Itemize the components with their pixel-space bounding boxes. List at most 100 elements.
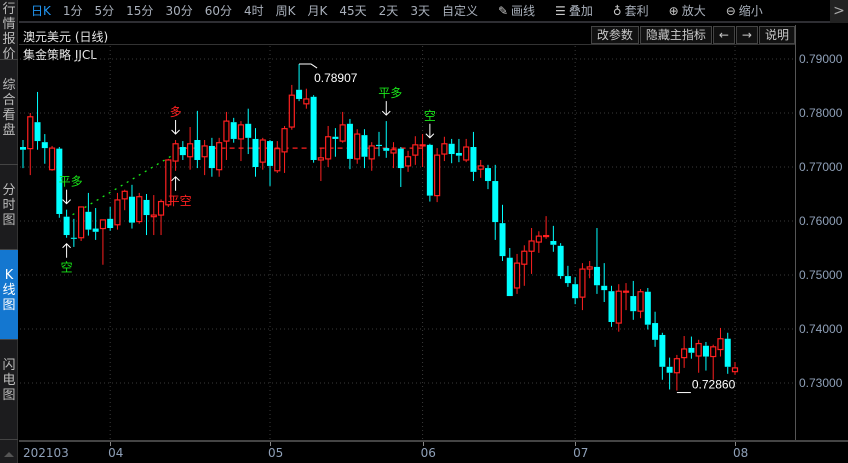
candle xyxy=(550,225,557,252)
chart-button-1[interactable]: 隐藏主指标 xyxy=(639,26,712,44)
x-tick-label: 06 xyxy=(420,446,436,460)
candle xyxy=(521,245,528,286)
candle-body xyxy=(390,149,397,154)
x-tick-label: 05 xyxy=(268,446,284,460)
sidebar-tab-2[interactable]: 分时图 xyxy=(0,165,18,250)
period-tab-1[interactable]: 1分 xyxy=(62,4,83,18)
candle xyxy=(143,194,150,236)
toolbar-more-button[interactable]: > xyxy=(830,0,848,23)
candle xyxy=(317,148,324,182)
period-tab-9[interactable]: 45天 xyxy=(339,4,367,18)
sidebar-collapse-icon[interactable] xyxy=(4,452,14,457)
candle-body xyxy=(201,145,208,158)
candle xyxy=(361,129,368,169)
candle xyxy=(78,206,85,241)
candle-body xyxy=(499,223,506,257)
candle xyxy=(259,137,266,170)
candle xyxy=(535,231,542,253)
tool-label: 套利 xyxy=(624,4,649,18)
period-tab-10[interactable]: 2天 xyxy=(378,4,399,18)
chart-button-0[interactable]: 改参数 xyxy=(590,26,639,44)
arrow-down-icon xyxy=(381,110,391,116)
candle-body xyxy=(622,290,630,293)
sidebar-tab-0[interactable]: 行情报价 xyxy=(0,0,18,62)
candle xyxy=(724,332,731,374)
high-price-label: 0.78907 xyxy=(314,71,358,85)
candle xyxy=(470,131,477,182)
sidebar-tab-4[interactable]: 闪电图 xyxy=(0,340,18,440)
candle xyxy=(34,91,41,150)
candle xyxy=(448,138,455,164)
x-tick-label: 202103 xyxy=(23,446,69,460)
candle-body xyxy=(601,285,608,291)
candle-body xyxy=(41,142,48,149)
sidebar-tab-1[interactable]: 综合看盘 xyxy=(0,60,18,165)
candle-body xyxy=(179,147,186,156)
y-tick-label: 0.74000 xyxy=(799,322,843,336)
candle xyxy=(673,354,680,391)
indicator-name: 集金策略 JJCL xyxy=(23,48,97,62)
period-tab-5[interactable]: 60分 xyxy=(204,4,232,18)
period-tab-2[interactable]: 5分 xyxy=(94,4,115,18)
candle-body xyxy=(368,145,375,160)
chart-button-3[interactable]: → xyxy=(735,26,758,44)
money-bag-icon: ♁ xyxy=(612,4,622,18)
y-tick-label: 0.75000 xyxy=(799,268,843,282)
candle-body xyxy=(637,291,644,312)
candle-body xyxy=(579,268,586,298)
period-tab-8[interactable]: 月K xyxy=(307,4,328,18)
candle xyxy=(499,204,506,261)
candle-body xyxy=(325,136,332,160)
candle-body xyxy=(150,214,157,218)
candle xyxy=(288,84,295,130)
candle-body xyxy=(317,157,324,161)
candle xyxy=(194,110,201,169)
tool-button-3[interactable]: ⊕ 放大 xyxy=(669,2,706,19)
candle xyxy=(637,289,644,319)
price-axis xyxy=(795,25,848,440)
tool-button-0[interactable]: ✎ 画线 xyxy=(498,2,535,19)
candle-body xyxy=(521,250,528,265)
tool-button-4[interactable]: ⊖ 缩小 xyxy=(726,2,763,19)
candle xyxy=(172,140,179,171)
candle-body xyxy=(332,136,339,139)
chart-button-4[interactable]: 说明 xyxy=(758,26,795,44)
x-tick xyxy=(422,442,424,446)
tool-button-2[interactable]: ♁ 套利 xyxy=(613,2,649,19)
candle xyxy=(579,263,586,311)
candle xyxy=(593,228,600,294)
candle xyxy=(622,283,630,311)
candle xyxy=(441,136,448,162)
period-tab-0[interactable]: 日K xyxy=(31,4,51,18)
period-tab-3[interactable]: 15分 xyxy=(126,4,154,18)
candle xyxy=(121,189,128,211)
candle-body xyxy=(114,199,121,226)
candle xyxy=(325,125,332,167)
chart-button-2[interactable]: ← xyxy=(712,26,735,44)
period-tab-6[interactable]: 4时 xyxy=(244,4,264,18)
candle xyxy=(543,216,550,239)
period-tab-7[interactable]: 周K xyxy=(275,4,296,18)
candle xyxy=(644,287,651,330)
candle-body xyxy=(615,290,622,324)
candle-body xyxy=(237,124,245,140)
sidebar-tab-3[interactable]: K线图 xyxy=(0,250,18,340)
period-tab-11[interactable]: 3天 xyxy=(410,4,430,18)
candle xyxy=(404,150,412,172)
candle-body xyxy=(593,266,600,286)
candle-body xyxy=(506,257,513,297)
x-tick-label: 04 xyxy=(108,446,124,460)
candle-body xyxy=(659,334,666,367)
candle-body xyxy=(681,348,688,359)
arrow-up-icon xyxy=(62,243,71,249)
period-tab-4[interactable]: 30分 xyxy=(165,4,193,18)
candle-body xyxy=(426,144,433,196)
tool-button-1[interactable]: ☰ 叠加 xyxy=(555,2,593,19)
period-tab-12[interactable]: 自定义 xyxy=(441,4,478,18)
candle-body xyxy=(724,338,731,367)
candle-body xyxy=(20,147,26,150)
candle-body xyxy=(412,144,419,156)
candle-body xyxy=(27,116,34,150)
candle-body xyxy=(274,148,281,172)
